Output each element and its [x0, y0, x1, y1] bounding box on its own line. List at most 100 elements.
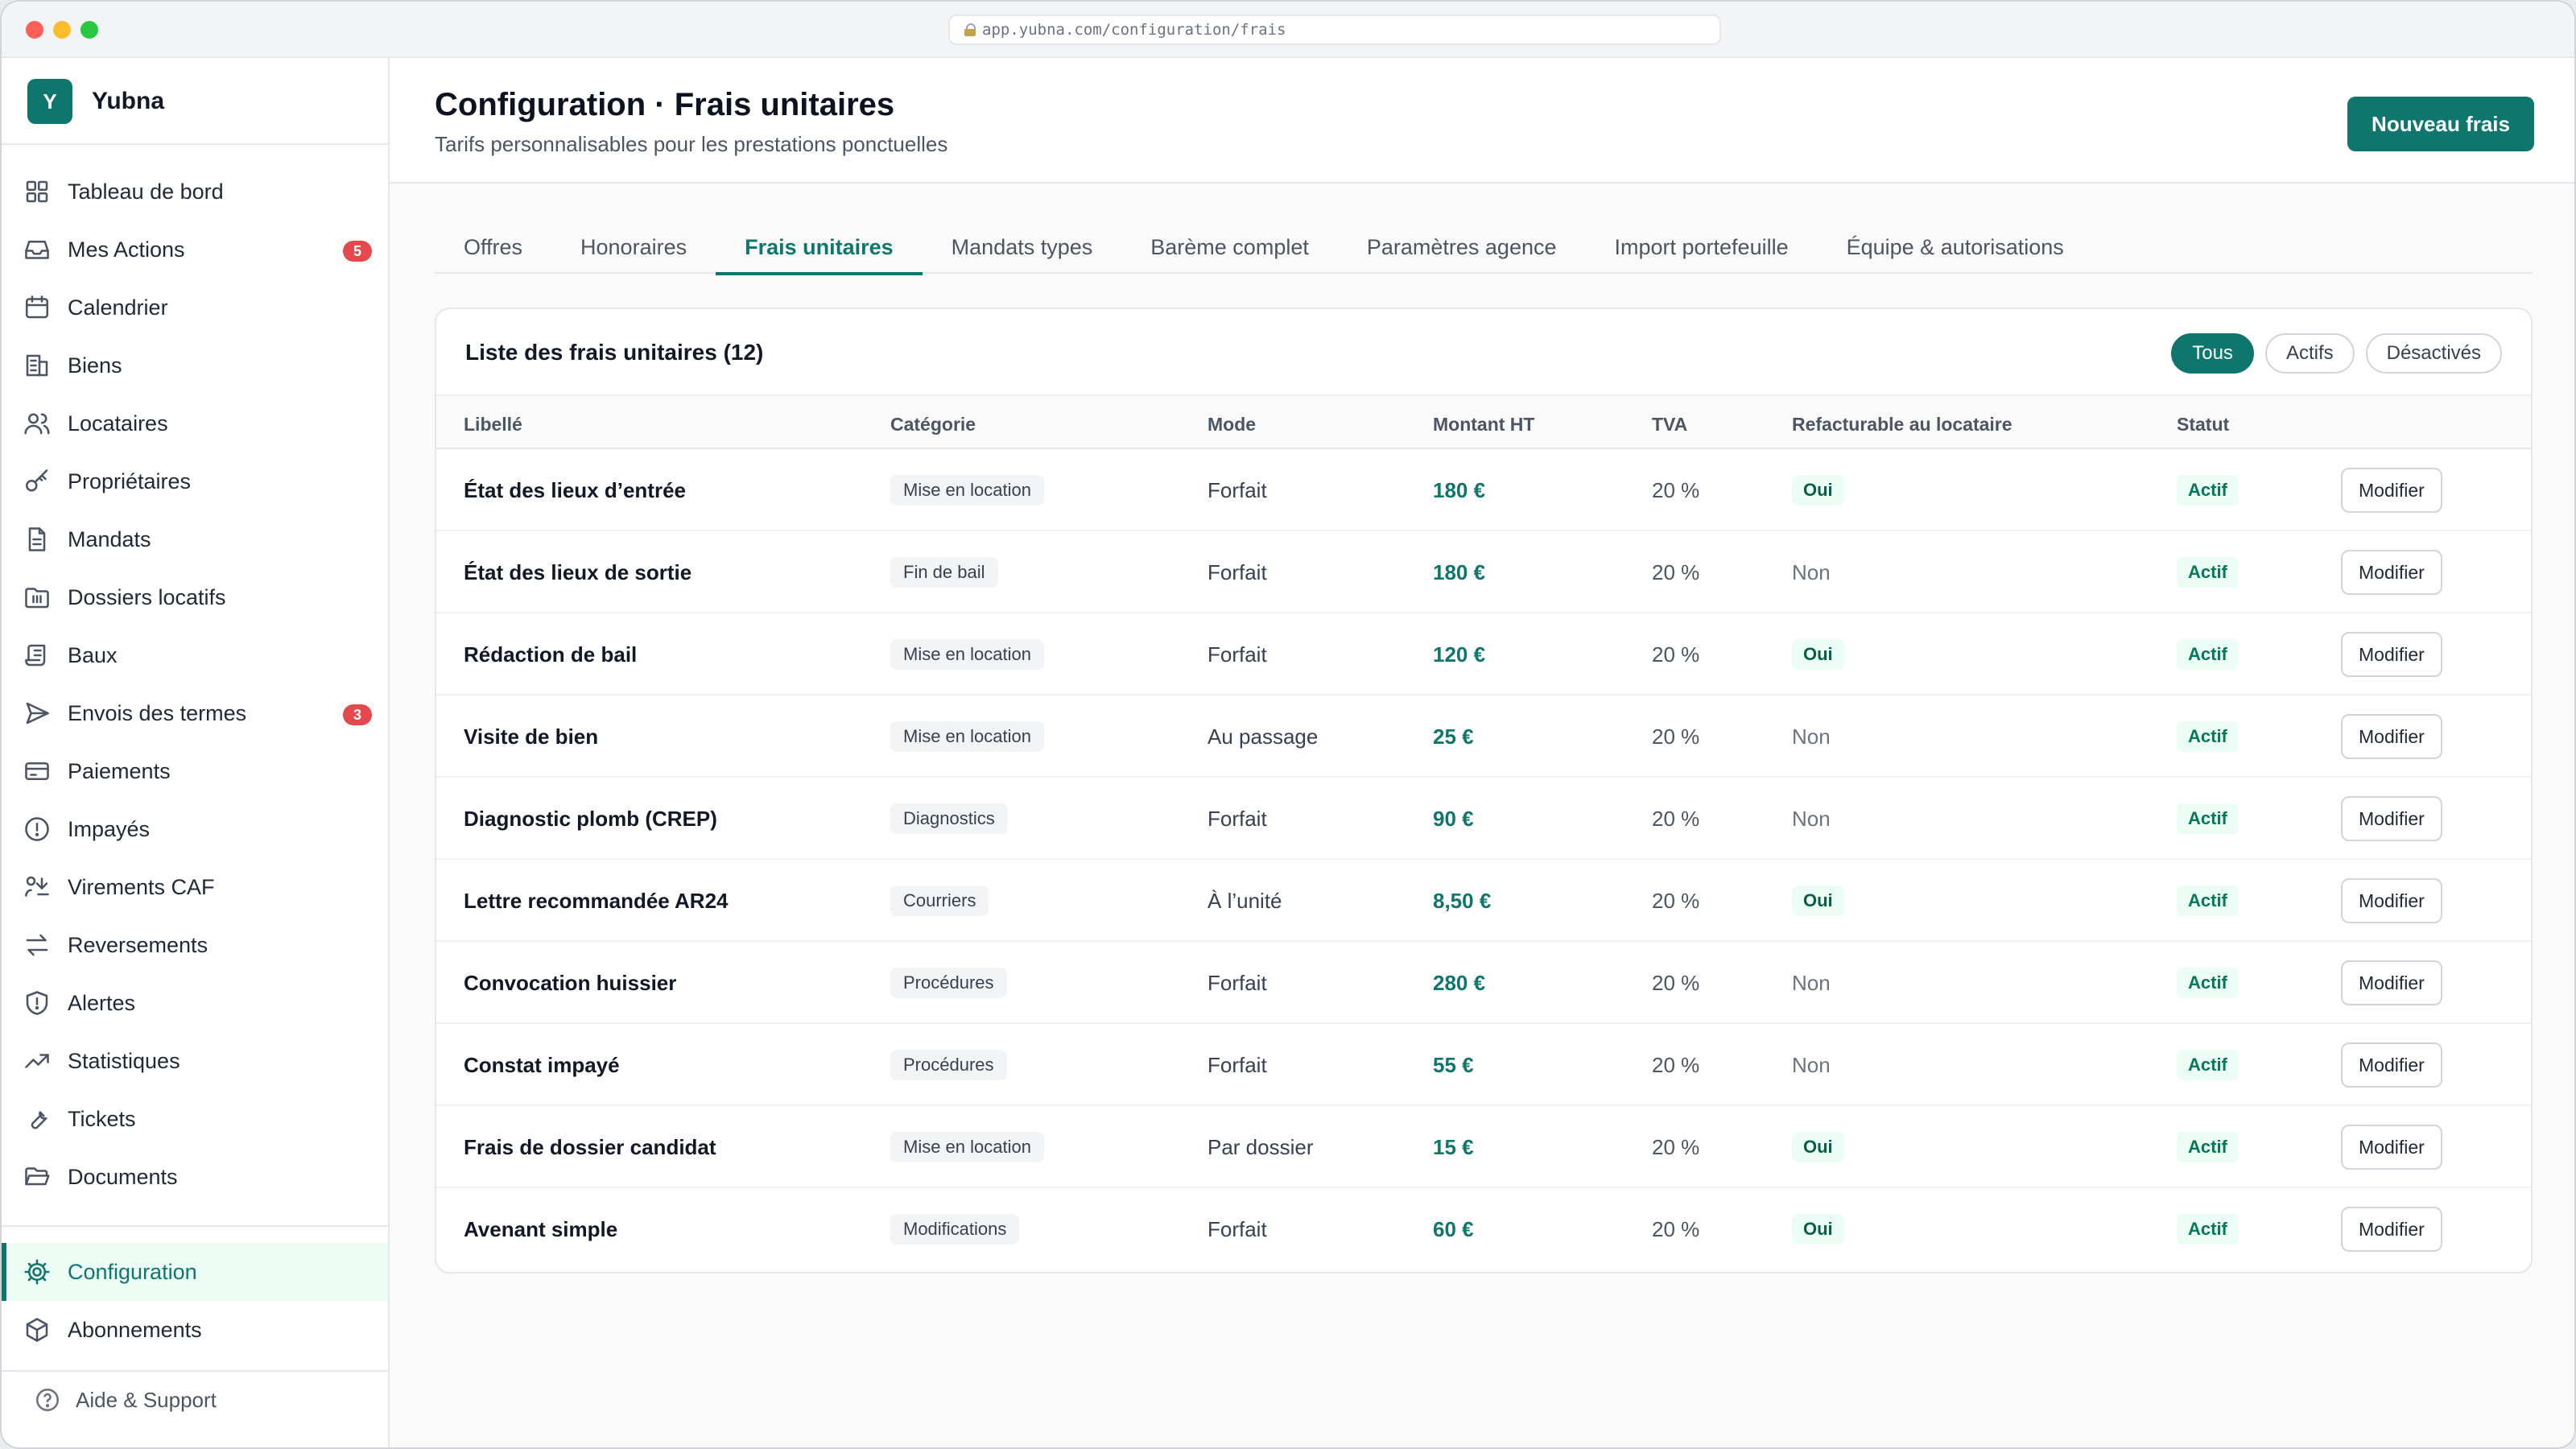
- status-filters: Tous Actifs Désactivés: [2171, 333, 2502, 374]
- category-cell: Modifications: [890, 1188, 1020, 1270]
- category-tag: Courriers: [890, 886, 989, 916]
- sidebar-item-locataires[interactable]: Locataires: [2, 394, 388, 452]
- column-header-tva[interactable]: TVA: [1652, 414, 1688, 435]
- sidebar-item-label: Impayés: [68, 816, 151, 841]
- fee-tva: 20 %: [1652, 888, 1700, 913]
- brand[interactable]: Y Yubna: [27, 79, 164, 124]
- sidebar-item-alertes[interactable]: Alertes: [2, 974, 388, 1032]
- action-cell: Modifier: [2341, 613, 2442, 696]
- status-cell: Actif: [2177, 860, 2239, 942]
- status-cell: Actif: [2177, 1188, 2239, 1270]
- minimize-window-button[interactable]: [53, 21, 71, 39]
- refacturable-text: Non: [1792, 806, 1831, 831]
- brand-name: Yubna: [92, 88, 165, 114]
- maximize-window-button[interactable]: [80, 21, 98, 39]
- table-row: Rédaction de bail Mise en location Forfait…: [436, 613, 2531, 696]
- tab-3[interactable]: Mandats types: [951, 234, 1093, 259]
- sidebar-item-baux[interactable]: Baux: [2, 626, 388, 684]
- edit-button[interactable]: Modifier: [2341, 960, 2442, 1005]
- tab-6[interactable]: Import portefeuille: [1614, 234, 1789, 259]
- filter-pill[interactable]: Actifs: [2264, 333, 2355, 374]
- notification-badge: 5: [343, 241, 372, 262]
- refacturable-badge: Oui: [1792, 475, 1844, 506]
- refacturable-text: Non: [1792, 1052, 1831, 1077]
- column-header-refacturable[interactable]: Refacturable au locataire: [1792, 414, 2013, 435]
- fee-amount: 8,50 €: [1433, 888, 1492, 913]
- sidebar-item-tableau-de-bord[interactable]: Tableau de bord: [2, 163, 388, 221]
- category-tag: Mise en location: [890, 639, 1044, 670]
- tab-7[interactable]: Équipe & autorisations: [1846, 234, 2064, 259]
- column-header-label[interactable]: Libellé: [464, 414, 522, 435]
- status-cell: Actif: [2177, 449, 2239, 531]
- sidebar-item-proprietaires[interactable]: Propriétaires: [2, 452, 388, 510]
- sidebar-item-biens[interactable]: Biens: [2, 336, 388, 394]
- sidebar-item-tickets[interactable]: Tickets: [2, 1090, 388, 1148]
- sidebar-item-calendrier[interactable]: Calendrier: [2, 279, 388, 336]
- column-header-category[interactable]: Catégorie: [890, 414, 976, 435]
- fee-label: État des lieux d’entrée: [464, 477, 686, 502]
- sidebar-item-abonnements[interactable]: Abonnements: [2, 1301, 388, 1359]
- sidebar-item-reversements[interactable]: Reversements: [2, 916, 388, 974]
- new-fee-button[interactable]: Nouveau frais: [2347, 97, 2534, 151]
- fee-label: Avenant simple: [464, 1216, 618, 1241]
- sidebar-item-virements-caf[interactable]: Virements CAF: [2, 858, 388, 916]
- edit-button[interactable]: Modifier: [2341, 468, 2442, 513]
- tab-4[interactable]: Barème complet: [1150, 234, 1309, 259]
- fee-amount: 60 €: [1433, 1216, 1474, 1241]
- sidebar-nav-bottom: Configuration Abonnements: [2, 1243, 388, 1359]
- help-support-link[interactable]: Aide & Support: [34, 1386, 217, 1414]
- fee-mode: Forfait: [1208, 559, 1267, 584]
- sidebar-item-label: Envois des termes: [68, 700, 247, 725]
- sidebar-item-label: Dossiers locatifs: [68, 584, 226, 609]
- lock-icon: [964, 23, 976, 36]
- sidebar-item-impayes[interactable]: Impayés: [2, 800, 388, 858]
- column-header-mode[interactable]: Mode: [1208, 414, 1257, 435]
- sidebar-item-paiements[interactable]: Paiements: [2, 742, 388, 800]
- edit-button[interactable]: Modifier: [2341, 878, 2442, 923]
- tab-0[interactable]: Offres: [464, 234, 523, 259]
- sidebar-item-configuration[interactable]: Configuration: [2, 1243, 388, 1301]
- action-cell: Modifier: [2341, 449, 2442, 531]
- close-window-button[interactable]: [26, 21, 43, 39]
- sidebar-item-envois-des-termes[interactable]: Envois des termes 3: [2, 684, 388, 742]
- card-icon: [25, 762, 49, 781]
- tab-1[interactable]: Honoraires: [580, 234, 687, 259]
- sidebar-item-mandats[interactable]: Mandats: [2, 510, 388, 568]
- edit-button[interactable]: Modifier: [2341, 1042, 2442, 1088]
- fee-mode: À l’unité: [1208, 888, 1282, 913]
- category-tag: Diagnostics: [890, 803, 1008, 834]
- refacturable-badge: Oui: [1792, 639, 1844, 670]
- category-cell: Procédures: [890, 942, 1007, 1024]
- filter-pill[interactable]: Désactivés: [2365, 333, 2502, 374]
- status-cell: Actif: [2177, 1106, 2239, 1188]
- tab-2[interactable]: Frais unitaires: [716, 221, 923, 275]
- edit-button[interactable]: Modifier: [2341, 1207, 2442, 1252]
- sidebar-item-documents[interactable]: Documents: [2, 1148, 388, 1206]
- category-cell: Mise en location: [890, 613, 1044, 696]
- edit-button[interactable]: Modifier: [2341, 632, 2442, 677]
- status-badge: Actif: [2177, 475, 2239, 506]
- edit-button[interactable]: Modifier: [2341, 1125, 2442, 1170]
- sidebar-item-statistiques[interactable]: Statistiques: [2, 1032, 388, 1090]
- filter-pill[interactable]: Tous: [2171, 333, 2254, 374]
- sidebar-item-dossiers-locatifs[interactable]: Dossiers locatifs: [2, 568, 388, 626]
- column-header-status[interactable]: Statut: [2177, 414, 2230, 435]
- category-tag: Procédures: [890, 1050, 1007, 1080]
- edit-button[interactable]: Modifier: [2341, 796, 2442, 841]
- main-content: Configuration · Frais unitaires Tarifs p…: [390, 58, 2574, 1447]
- fee-mode: Forfait: [1208, 642, 1267, 667]
- fee-amount: 25 €: [1433, 724, 1474, 749]
- refacturable-text: Non: [1792, 724, 1831, 749]
- sidebar-item-label: Locataires: [68, 411, 168, 436]
- edit-button[interactable]: Modifier: [2341, 714, 2442, 759]
- action-cell: Modifier: [2341, 1106, 2442, 1188]
- status-cell: Actif: [2177, 1024, 2239, 1106]
- column-header-amount[interactable]: Montant HT: [1433, 414, 1535, 435]
- address-bar[interactable]: app.yubna.com/configuration/frais: [948, 14, 1721, 45]
- tab-5[interactable]: Paramètres agence: [1366, 234, 1557, 259]
- edit-button[interactable]: Modifier: [2341, 550, 2442, 595]
- sidebar-item-label: Baux: [68, 642, 118, 667]
- sidebar-item-mes-actions[interactable]: Mes Actions 5: [2, 221, 388, 279]
- scroll-icon: [25, 644, 46, 667]
- folder-open-icon: [25, 1167, 50, 1186]
